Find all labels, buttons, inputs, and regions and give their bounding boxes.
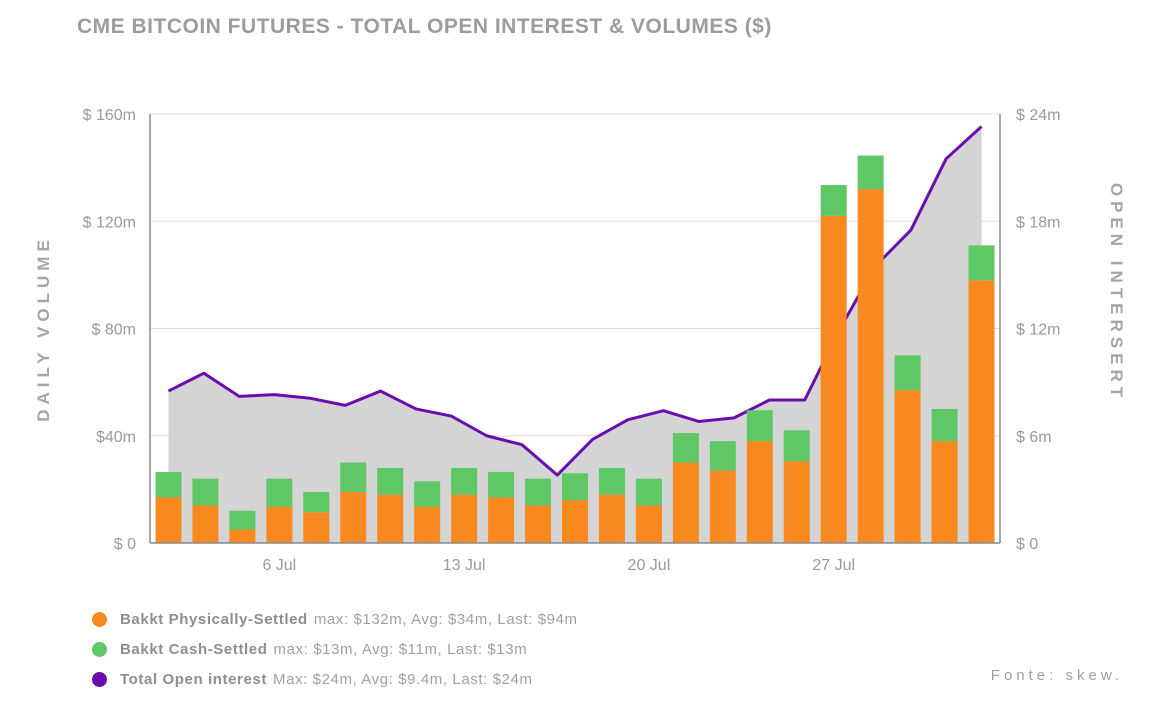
open-interest-area — [168, 126, 982, 543]
bar-cash-settled — [598, 467, 625, 495]
bar-cash-settled — [672, 433, 699, 463]
legend-swatch-open-interest — [92, 671, 107, 687]
y-tick-label: $ 160m — [83, 107, 136, 124]
bar-physically-settled — [598, 494, 625, 543]
chart-title: CME BITCOIN FUTURES - TOTAL OPEN INTERES… — [77, 15, 772, 38]
legend-stats-physical: max: $132m, Avg: $34m, Last: $94m — [313, 610, 578, 628]
bar-physically-settled — [488, 497, 515, 543]
legend-stats-open-interest: Max: $24m, Avg: $9.4m, Last: $24m — [272, 670, 533, 688]
bar-physically-settled — [968, 280, 995, 543]
legend-name-cash: Bakkt Cash-Settled — [120, 640, 268, 658]
legend-stats-cash: max: $13m, Avg: $11m, Last: $13m — [273, 640, 528, 658]
bar-cash-settled — [709, 441, 736, 471]
bar-physically-settled — [266, 506, 293, 543]
bar-cash-settled — [340, 462, 367, 493]
bar-physically-settled — [155, 497, 182, 543]
bar-cash-settled — [857, 155, 884, 190]
legend-item-cash[interactable]: Bakkt Cash-Settled max: $13m, Avg: $11m,… — [92, 634, 578, 664]
bar-cash-settled — [783, 430, 810, 462]
legend-name-physical: Bakkt Physically-Settled — [120, 610, 308, 628]
bar-physically-settled — [562, 500, 588, 543]
y-tick-label: $ 0 — [114, 536, 136, 553]
bar-cash-settled — [746, 410, 773, 442]
bar-physically-settled — [451, 494, 478, 543]
bar-cash-settled — [820, 185, 847, 216]
bar-physically-settled — [783, 461, 810, 543]
bar-cash-settled — [229, 510, 256, 530]
bar-physically-settled — [377, 494, 404, 543]
bar-cash-settled — [894, 355, 921, 391]
x-tick-label: 20 Jul — [628, 557, 671, 574]
bar-cash-settled — [303, 492, 330, 513]
bar-physically-settled — [414, 506, 441, 543]
y2-tick-label: $ 24m — [1016, 107, 1060, 124]
bar-cash-settled — [414, 481, 441, 507]
bar-physically-settled — [894, 390, 921, 543]
y-tick-label: $ 80m — [92, 322, 136, 339]
bar-cash-settled — [525, 478, 552, 506]
bar-physically-settled — [192, 505, 219, 543]
bar-physically-settled — [857, 189, 884, 543]
bar-physically-settled — [746, 441, 773, 543]
bar-cash-settled — [635, 478, 662, 506]
bar-cash-settled — [377, 467, 404, 495]
bar-cash-settled — [451, 467, 478, 495]
y2-tick-label: $ 6m — [1016, 429, 1052, 446]
y2-tick-label: $ 18m — [1016, 214, 1060, 231]
bar-cash-settled — [931, 408, 958, 442]
bar-cash-settled — [155, 471, 182, 498]
legend-swatch-physical — [92, 611, 107, 627]
bar-cash-settled — [266, 478, 293, 507]
y2-tick-label: $ 12m — [1016, 322, 1060, 339]
y2-tick-label: $ 0 — [1016, 536, 1038, 553]
bar-physically-settled — [820, 215, 847, 543]
bar-physically-settled — [709, 470, 736, 543]
x-tick-label: 13 Jul — [443, 557, 486, 574]
bar-physically-settled — [672, 462, 699, 543]
bar-cash-settled — [968, 245, 995, 281]
bar-physically-settled — [340, 492, 367, 543]
y-axis-title: DAILY VOLUME — [34, 235, 53, 422]
legend-swatch-cash — [92, 641, 107, 657]
y-tick-label: $ 120m — [83, 214, 136, 231]
bar-physically-settled — [525, 505, 552, 543]
bar-cash-settled — [192, 478, 219, 506]
bar-physically-settled — [229, 529, 256, 543]
legend-item-open-interest[interactable]: Total Open interest Max: $24m, Avg: $9.4… — [92, 664, 578, 694]
bar-physically-settled — [303, 512, 330, 543]
x-tick-label: 27 Jul — [812, 557, 855, 574]
legend-item-physical[interactable]: Bakkt Physically-Settled max: $132m, Avg… — [92, 604, 578, 634]
y2-axis-title: OPEN INTERSERT — [1107, 183, 1126, 402]
legend-name-open-interest: Total Open interest — [120, 670, 267, 688]
legend: Bakkt Physically-Settled max: $132m, Avg… — [92, 604, 578, 694]
y-tick-label: $40m — [96, 429, 136, 446]
bar-cash-settled — [562, 473, 588, 501]
x-tick-label: 6 Jul — [262, 557, 296, 574]
bar-physically-settled — [931, 441, 958, 543]
source-credit: Fonte: skew. — [990, 667, 1123, 684]
bar-cash-settled — [488, 471, 515, 498]
bar-physically-settled — [635, 505, 662, 543]
